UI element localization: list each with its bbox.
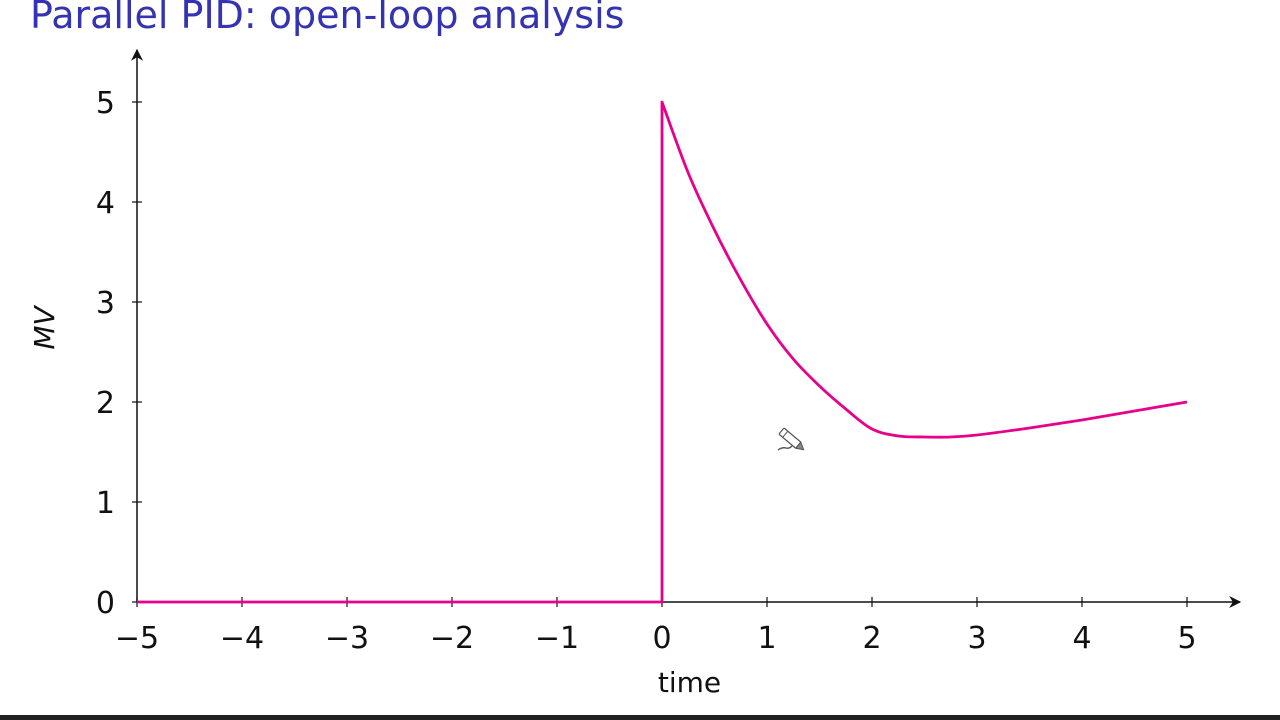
x-tick-label: 3: [967, 621, 986, 656]
y-tick-label: 2: [96, 386, 115, 421]
x-tick-label: 2: [862, 621, 881, 656]
x-tick-label: −2: [430, 621, 474, 656]
y-tick-label: 4: [96, 186, 115, 221]
bottom-rule: [0, 715, 1280, 720]
y-tick-label: 1: [96, 486, 115, 521]
y-tick-label: 3: [96, 286, 115, 321]
x-tick-label: −4: [220, 621, 264, 656]
y-tick-label: 5: [96, 86, 115, 121]
slide-title: Parallel PID: open-loop analysis: [30, 0, 625, 37]
x-tick-label: 1: [757, 621, 776, 656]
y-tick-label: 0: [96, 586, 115, 621]
x-axis-label: time: [658, 666, 721, 699]
x-tick-label: 5: [1177, 621, 1196, 656]
pen-cursor-icon: [778, 427, 805, 451]
x-tick-label: −3: [325, 621, 369, 656]
mv-series-line: [137, 100, 1188, 604]
x-tick-label: −5: [115, 621, 159, 656]
x-tick-label: 0: [652, 621, 671, 656]
pen-stroke-mark: [777, 445, 793, 451]
y-ticks: 0 1 2 3 4 5: [96, 86, 142, 621]
x-tick-label: −1: [535, 621, 579, 656]
x-ticks: −5 −4 −3 −2 −1 0 1 2 3 4 5: [115, 597, 1197, 656]
y-axis-label: MV: [28, 304, 61, 349]
x-tick-label: 4: [1072, 621, 1091, 656]
